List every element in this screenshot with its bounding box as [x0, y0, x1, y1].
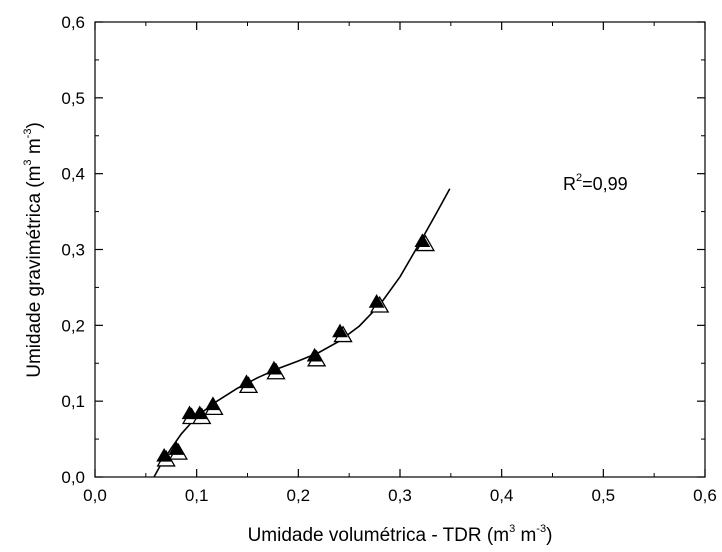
y-axis-title-sup2: -3	[22, 129, 34, 139]
filled-triangle-point	[181, 405, 198, 420]
x-tick-label: 0,4	[490, 486, 514, 505]
x-axis-title-mid: m	[515, 525, 536, 546]
y-tick-label: 0,3	[61, 241, 85, 260]
x-tick-label: 0,2	[287, 486, 311, 505]
x-axis-title-sup2: -3	[536, 523, 546, 535]
y-axis-title-sup1: 3	[22, 159, 34, 165]
x-tick-label: 0,3	[388, 486, 412, 505]
y-axis-title-end: )	[24, 122, 45, 128]
filled-triangle-point	[156, 447, 172, 462]
tick-labels: 0,0 0,1 0,2 0,3 0,4 0,5 0,6 0,0 0,1 0,2 0,3 0,4 0,5 0…	[61, 13, 716, 505]
axis-ticks	[94, 21, 706, 478]
y-axis-title-main: Umidade gravimétrica (m	[24, 166, 45, 378]
x-tick-label: 0,6	[693, 486, 717, 505]
x-axis-title-end: )	[546, 525, 552, 546]
x-axis-title-main: Umidade volumétrica - TDR (m	[248, 525, 509, 546]
y-axis-title-mid: m	[24, 138, 45, 159]
y-tick-label: 0,1	[61, 392, 85, 411]
x-tick-label: 0,0	[83, 486, 107, 505]
x-tick-label: 0,1	[185, 486, 209, 505]
filled-triangle-point	[266, 360, 282, 375]
x-axis-title-sup1: 3	[509, 523, 515, 535]
data-points	[156, 233, 436, 467]
r-squared-prefix: R	[563, 174, 576, 194]
x-tick-label: 0,5	[592, 486, 616, 505]
plot-frame	[94, 21, 706, 478]
x-axis-title: Umidade volumétrica - TDR (m3 m-3)	[248, 523, 553, 546]
y-tick-label: 0,6	[61, 13, 85, 32]
y-tick-label: 0,4	[61, 165, 85, 184]
filled-triangle-point	[191, 405, 208, 420]
filled-triangle-point	[168, 441, 185, 455]
filled-triangle-point	[238, 374, 255, 389]
r-squared-sup: 2	[576, 172, 582, 184]
y-tick-label: 0,2	[61, 316, 85, 335]
fit-curve	[153, 188, 451, 478]
filled-triangle-point	[306, 347, 323, 362]
y-axis-title: Umidade gravimétrica (m3 m-3)	[22, 122, 45, 378]
r-squared-annotation: R2=0,99	[563, 172, 628, 194]
filled-triangle-point	[332, 323, 348, 338]
filled-triangle-point	[368, 294, 385, 308]
r-squared-value: =0,99	[582, 174, 628, 194]
y-tick-label: 0,0	[61, 468, 85, 487]
filled-triangle-point	[414, 233, 431, 248]
y-tick-label: 0,5	[61, 89, 85, 108]
filled-triangle-point	[205, 396, 221, 411]
